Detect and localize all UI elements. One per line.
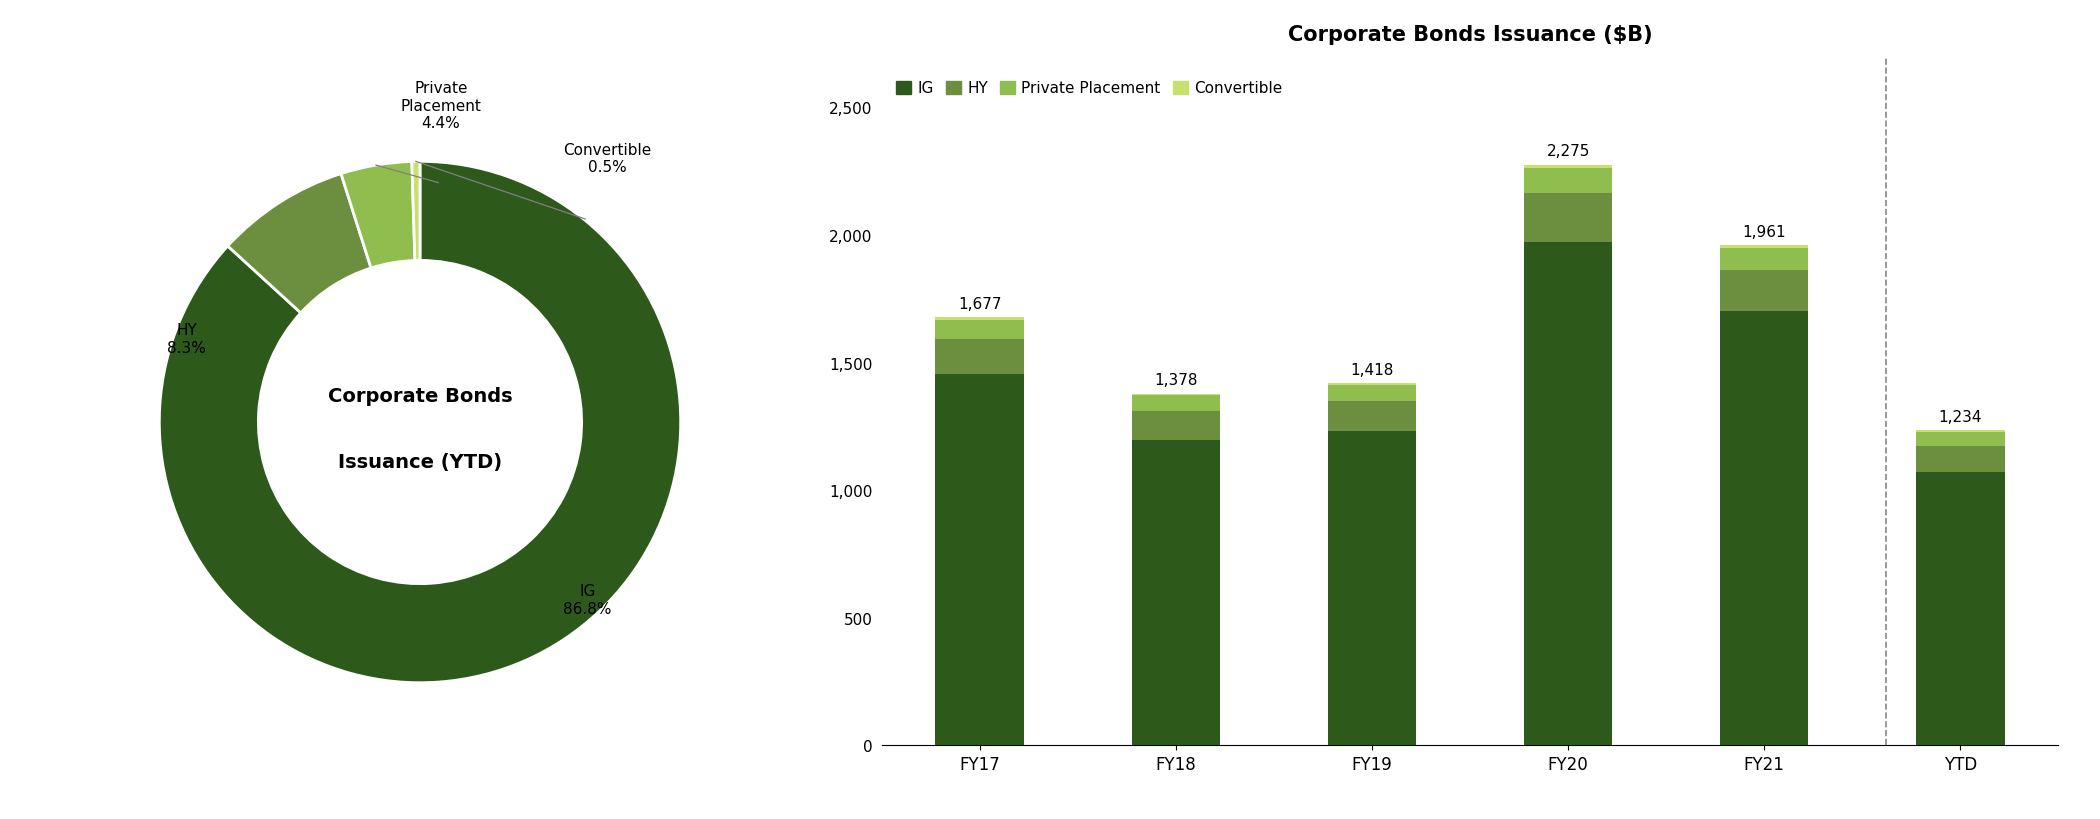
Text: HY
8.3%: HY 8.3%: [168, 323, 206, 355]
Wedge shape: [227, 174, 372, 314]
Bar: [1917, 431, 2006, 433]
Bar: [1525, 169, 1613, 194]
Text: Private
Placement
4.4%: Private Placement 4.4%: [401, 81, 481, 131]
Text: Convertible
0.5%: Convertible 0.5%: [563, 143, 651, 175]
Title: Corporate Bonds Issuance ($B): Corporate Bonds Issuance ($B): [1287, 25, 1653, 45]
Bar: [1525, 242, 1613, 745]
Bar: [1327, 384, 1415, 386]
Text: 2,275: 2,275: [1546, 144, 1590, 159]
Bar: [1917, 433, 2006, 446]
Text: 1,234: 1,234: [1938, 410, 1982, 424]
Bar: [1327, 386, 1415, 402]
Text: Corporate Bonds: Corporate Bonds: [328, 387, 512, 406]
Bar: [1525, 165, 1613, 169]
Bar: [1917, 446, 2006, 473]
Text: 1,418: 1,418: [1350, 363, 1394, 378]
Bar: [934, 374, 1023, 745]
Text: 1,961: 1,961: [1743, 224, 1787, 239]
Text: IG
86.8%: IG 86.8%: [563, 583, 611, 616]
Bar: [1525, 194, 1613, 242]
Bar: [1132, 441, 1220, 745]
Bar: [1132, 396, 1220, 411]
Bar: [934, 320, 1023, 339]
Text: 1,378: 1,378: [1155, 373, 1197, 388]
Bar: [1720, 312, 1808, 745]
Wedge shape: [160, 162, 680, 683]
Bar: [1132, 394, 1220, 396]
Bar: [1327, 402, 1415, 432]
Bar: [1917, 473, 2006, 745]
Bar: [1720, 246, 1808, 248]
Wedge shape: [340, 162, 416, 269]
Bar: [1327, 432, 1415, 745]
Wedge shape: [412, 162, 420, 261]
Bar: [1720, 248, 1808, 270]
Legend: IG, HY, Private Placement, Convertible: IG, HY, Private Placement, Convertible: [890, 75, 1289, 102]
Bar: [934, 339, 1023, 374]
Text: Issuance (YTD): Issuance (YTD): [338, 452, 502, 471]
Bar: [1132, 411, 1220, 441]
Text: 1,677: 1,677: [958, 296, 1002, 311]
Bar: [934, 318, 1023, 320]
Bar: [1720, 270, 1808, 312]
